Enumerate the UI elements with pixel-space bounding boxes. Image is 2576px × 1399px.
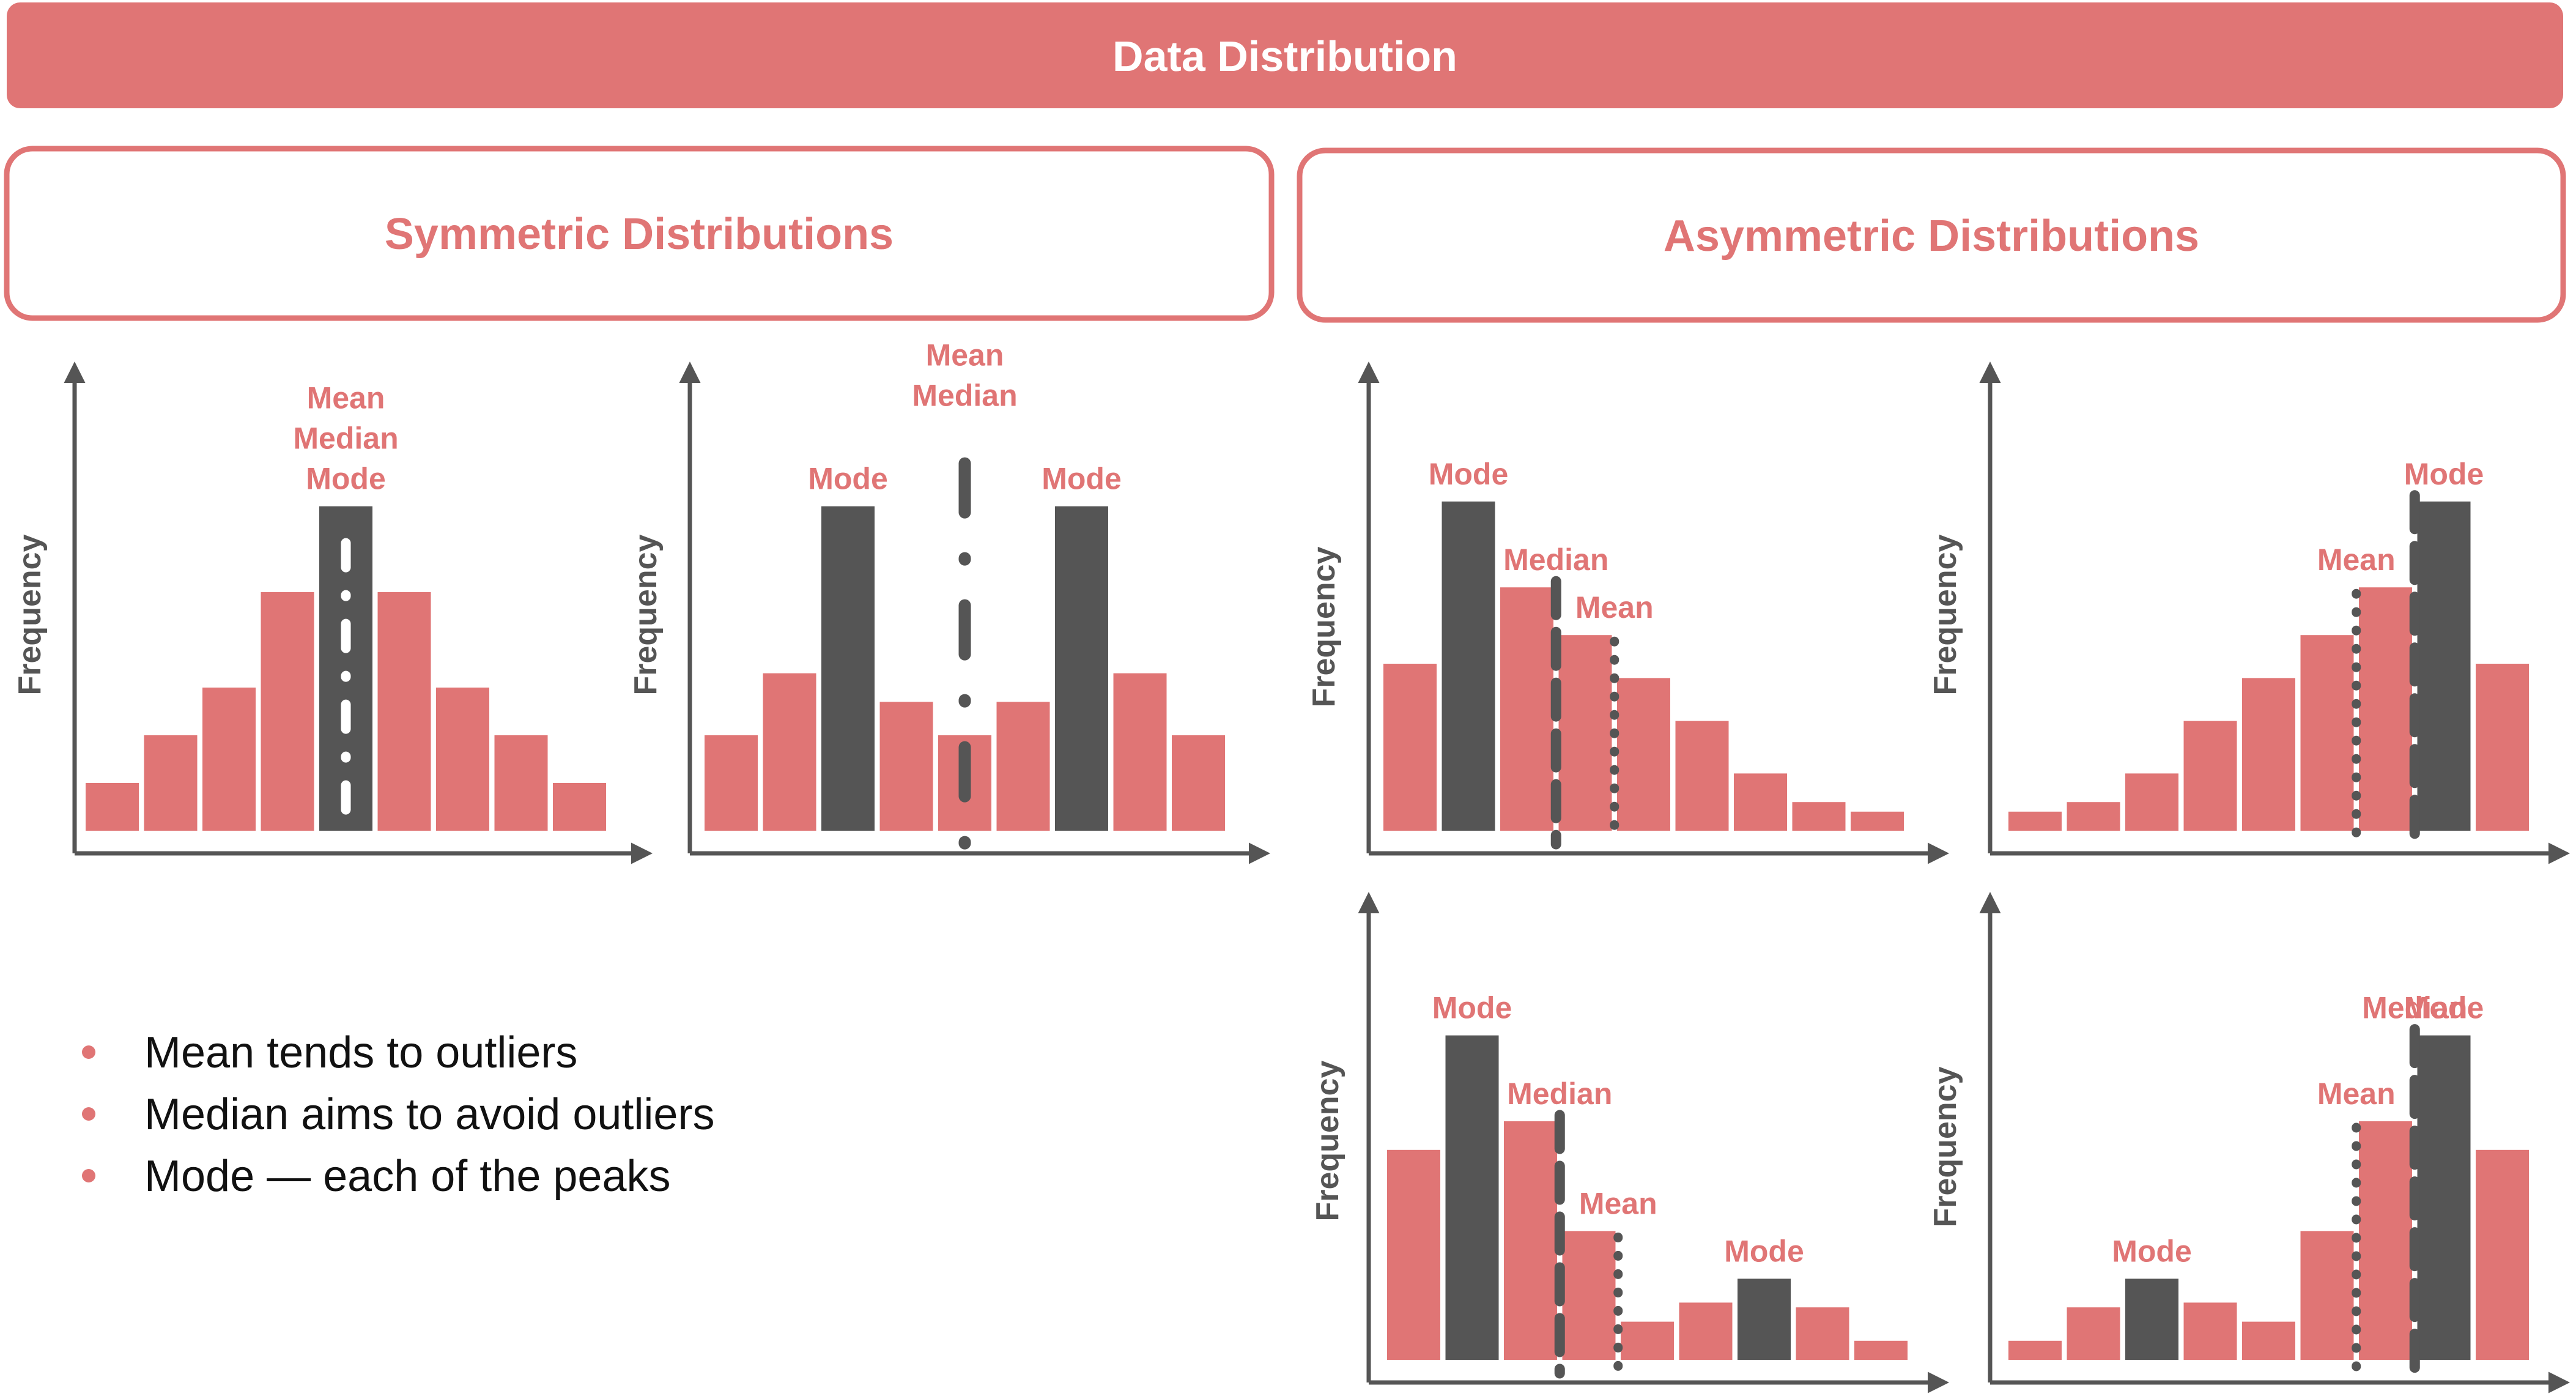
bar — [2008, 811, 2062, 831]
chart-right-skewed-bimodal: Frequency Mode Median Mean Mode — [1310, 892, 1949, 1393]
annotation-mean: Mean — [2317, 1077, 2396, 1111]
bar-mode — [821, 506, 875, 831]
annotation-median: Median — [1507, 1077, 1612, 1111]
bar — [1675, 721, 1729, 831]
bar — [879, 702, 933, 831]
annotation-mode: Mode — [1429, 457, 1509, 491]
bar-mode — [1445, 1035, 1499, 1360]
bar — [1562, 1231, 1616, 1360]
title-banner — [7, 2, 2563, 108]
bar — [2242, 678, 2295, 831]
bar — [1617, 678, 1670, 831]
annotation-median: Median — [1503, 543, 1608, 577]
bullet-text: Mode — each of the peaks — [144, 1152, 671, 1201]
bar — [2067, 802, 2120, 831]
y-axis-label: Frequency — [1310, 1060, 1345, 1221]
bar — [2125, 773, 2178, 831]
y-axis-label: Frequency — [1306, 546, 1342, 707]
bar-mode — [2417, 1035, 2471, 1360]
bar-mode — [2125, 1278, 2178, 1360]
annotation-mode: Mode — [1724, 1234, 1804, 1268]
annotation-mean: Mean — [1579, 1186, 1657, 1220]
bar — [2008, 1340, 2062, 1360]
bar — [1621, 1321, 1674, 1360]
bar — [763, 673, 816, 831]
page-title: Data Distribution — [1112, 32, 1457, 80]
bar — [2476, 664, 2529, 831]
annotation-mode: Mode — [808, 462, 888, 496]
bar — [1796, 1307, 1849, 1360]
bar — [2242, 1321, 2295, 1360]
annotation-median: Median — [293, 421, 398, 456]
bullet-dot — [82, 1169, 95, 1182]
bar — [2067, 1307, 2120, 1360]
annotation-mean: Mean — [2317, 543, 2396, 577]
bullet-text: Median aims to avoid outliers — [144, 1090, 714, 1139]
y-axis-label: Frequency — [628, 534, 664, 695]
annotation-mode: Mode — [1042, 462, 1122, 496]
bullet-text: Mean tends to outliers — [144, 1028, 577, 1077]
bar — [144, 735, 198, 831]
annotation-mode: Mode — [1432, 991, 1512, 1025]
bar — [705, 735, 758, 831]
bar — [1851, 811, 1904, 831]
symmetric-panel — [4, 146, 1275, 321]
bar — [1679, 1302, 1733, 1360]
y-axis-label: Frequency — [12, 534, 48, 695]
bar — [2359, 1121, 2412, 1360]
chart-right-skewed-unimodal: Frequency Mode Median Mean — [1306, 362, 1949, 864]
bar — [2300, 635, 2354, 831]
bar-mode — [1442, 501, 1495, 831]
bar — [2300, 1231, 2354, 1360]
bar — [2183, 721, 2237, 831]
bar — [202, 688, 256, 831]
bar — [2183, 1302, 2237, 1360]
annotation-mode: Mode — [2112, 1234, 2192, 1268]
y-axis-label: Frequency — [1928, 1066, 1963, 1227]
annotation-mode: Mode — [2404, 457, 2484, 491]
annotation-mean: Mean — [926, 338, 1004, 373]
bar — [2359, 587, 2412, 831]
y-axis-label: Frequency — [1928, 534, 1963, 695]
bar-mode — [1738, 1278, 1791, 1360]
bullet-list: Mean tends to outliers Median aims to av… — [82, 1028, 714, 1201]
bar-mode — [2417, 501, 2471, 831]
bar — [2476, 1149, 2529, 1360]
annotation-median: Median — [2362, 991, 2467, 1025]
chart-left-skewed-unimodal: Frequency Mode Mean — [1928, 362, 2570, 864]
bar — [1113, 673, 1167, 831]
bar — [377, 592, 431, 831]
bar — [261, 592, 314, 831]
symmetric-title: Symmetric Distributions — [385, 210, 894, 259]
bar — [1383, 664, 1437, 831]
bar — [1734, 773, 1787, 831]
bar — [86, 783, 139, 831]
bar — [494, 735, 548, 831]
bar — [1172, 735, 1225, 831]
annotation-mean: Mean — [1575, 590, 1654, 625]
annotation-mean: Mean — [307, 381, 385, 415]
chart-symmetric-bimodal: Frequency Mode Mode Mean Median — [628, 338, 1270, 864]
bar — [1792, 802, 1846, 831]
asymmetric-title: Asymmetric Distributions — [1664, 212, 2199, 261]
bullet-dot — [82, 1045, 95, 1059]
annotation-mode: Mode — [306, 462, 386, 496]
bar-mode — [1055, 506, 1108, 831]
bar — [1500, 587, 1553, 831]
annotation-mode: Mode — [2404, 991, 2484, 1025]
bar — [1387, 1149, 1440, 1360]
bullet-dot — [82, 1107, 95, 1121]
bar — [436, 688, 489, 831]
bar — [1854, 1340, 1908, 1360]
bar — [1558, 635, 1612, 831]
asymmetric-panel — [1297, 147, 2566, 323]
annotation-median: Median — [912, 379, 1017, 413]
bar — [1504, 1121, 1557, 1360]
chart-symmetric-unimodal: Frequency Mean Median Mode — [12, 362, 653, 864]
bar — [996, 702, 1050, 831]
bar — [553, 783, 606, 831]
